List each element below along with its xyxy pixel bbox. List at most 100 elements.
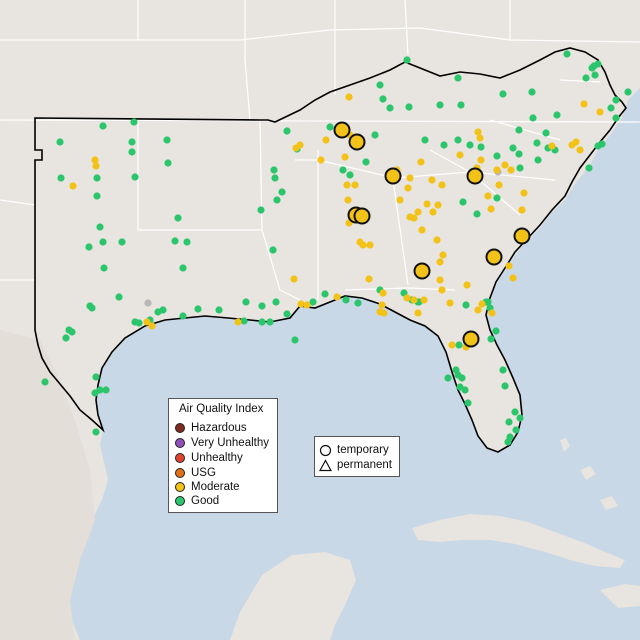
station-marker-moderate[interactable] bbox=[414, 309, 422, 317]
station-marker-good[interactable] bbox=[529, 114, 537, 122]
station-marker-moderate[interactable] bbox=[406, 174, 414, 182]
station-marker-moderate[interactable] bbox=[446, 299, 454, 307]
station-marker-good[interactable] bbox=[41, 378, 49, 386]
station-marker-good[interactable] bbox=[96, 223, 104, 231]
station-marker-moderate[interactable] bbox=[463, 281, 471, 289]
station-marker-good[interactable] bbox=[563, 50, 571, 58]
station-marker-good[interactable] bbox=[376, 81, 384, 89]
station-marker-moderate[interactable] bbox=[474, 306, 482, 314]
station-marker-good[interactable] bbox=[607, 104, 615, 112]
station-marker-moderate[interactable] bbox=[344, 196, 352, 204]
station-marker-moderate[interactable] bbox=[366, 241, 374, 249]
station-marker-good[interactable] bbox=[386, 104, 394, 112]
station-marker-moderate[interactable] bbox=[380, 309, 388, 317]
station-marker-good[interactable] bbox=[534, 156, 542, 164]
station-marker-good[interactable] bbox=[115, 293, 123, 301]
station-marker-moderate[interactable] bbox=[438, 286, 446, 294]
station-marker-good[interactable] bbox=[511, 408, 519, 416]
station-marker-good[interactable] bbox=[93, 174, 101, 182]
station-marker-good[interactable] bbox=[477, 143, 485, 151]
station-marker-good[interactable] bbox=[499, 366, 507, 374]
station-marker-good[interactable] bbox=[269, 246, 277, 254]
station-marker-moderate-large[interactable] bbox=[353, 207, 371, 225]
station-marker-good[interactable] bbox=[92, 428, 100, 436]
station-marker-moderate[interactable] bbox=[91, 156, 99, 164]
station-marker-good[interactable] bbox=[499, 90, 507, 98]
station-marker-moderate[interactable] bbox=[509, 274, 517, 282]
station-marker-moderate[interactable] bbox=[505, 262, 513, 270]
station-marker-no-data[interactable] bbox=[144, 299, 152, 307]
station-marker-good[interactable] bbox=[612, 96, 620, 104]
station-marker-moderate[interactable] bbox=[568, 141, 576, 149]
station-marker-good[interactable] bbox=[240, 317, 248, 325]
station-marker-moderate[interactable] bbox=[433, 236, 441, 244]
station-marker-good[interactable] bbox=[174, 214, 182, 222]
station-marker-good[interactable] bbox=[354, 299, 362, 307]
station-marker-moderate[interactable] bbox=[501, 161, 509, 169]
station-marker-moderate[interactable] bbox=[234, 318, 242, 326]
station-marker-moderate[interactable] bbox=[343, 181, 351, 189]
station-marker-moderate[interactable] bbox=[303, 301, 311, 309]
station-marker-moderate[interactable] bbox=[436, 258, 444, 266]
station-marker-good[interactable] bbox=[362, 158, 370, 166]
station-marker-good[interactable] bbox=[515, 150, 523, 158]
station-marker-good[interactable] bbox=[346, 171, 354, 179]
station-marker-good[interactable] bbox=[594, 60, 602, 68]
station-marker-good[interactable] bbox=[128, 148, 136, 156]
station-marker-good[interactable] bbox=[379, 95, 387, 103]
station-marker-good[interactable] bbox=[273, 196, 281, 204]
station-marker-good[interactable] bbox=[591, 71, 599, 79]
station-marker-good[interactable] bbox=[421, 136, 429, 144]
station-marker-good[interactable] bbox=[93, 192, 101, 200]
station-marker-moderate[interactable] bbox=[420, 296, 428, 304]
station-marker-moderate[interactable] bbox=[403, 294, 411, 302]
station-marker-moderate[interactable] bbox=[418, 226, 426, 234]
station-marker-moderate[interactable] bbox=[406, 213, 414, 221]
station-marker-moderate[interactable] bbox=[351, 181, 359, 189]
station-marker-moderate[interactable] bbox=[438, 181, 446, 189]
station-marker-moderate[interactable] bbox=[359, 241, 367, 249]
station-marker-good[interactable] bbox=[533, 139, 541, 147]
station-marker-moderate[interactable] bbox=[436, 276, 444, 284]
station-marker-moderate[interactable] bbox=[507, 166, 515, 174]
station-marker-moderate[interactable] bbox=[69, 182, 77, 190]
station-marker-good[interactable] bbox=[487, 335, 495, 343]
station-marker-good[interactable] bbox=[257, 206, 265, 214]
station-marker-good[interactable] bbox=[99, 238, 107, 246]
station-marker-good[interactable] bbox=[455, 341, 463, 349]
station-marker-good[interactable] bbox=[542, 129, 550, 137]
station-marker-good[interactable] bbox=[501, 382, 509, 390]
station-marker-good[interactable] bbox=[154, 308, 162, 316]
station-marker-good[interactable] bbox=[92, 373, 100, 381]
station-marker-good[interactable] bbox=[403, 56, 411, 64]
station-marker-moderate[interactable] bbox=[474, 128, 482, 136]
station-marker-good[interactable] bbox=[512, 426, 520, 434]
station-marker-moderate[interactable] bbox=[345, 93, 353, 101]
station-marker-moderate[interactable] bbox=[493, 166, 501, 174]
station-marker-good[interactable] bbox=[68, 328, 76, 336]
station-marker-good[interactable] bbox=[326, 123, 334, 131]
station-marker-moderate[interactable] bbox=[548, 142, 556, 150]
station-marker-good[interactable] bbox=[371, 131, 379, 139]
station-marker-good[interactable] bbox=[309, 298, 317, 306]
station-marker-good[interactable] bbox=[272, 298, 280, 306]
station-marker-moderate[interactable] bbox=[439, 251, 447, 259]
station-marker-good[interactable] bbox=[278, 188, 286, 196]
station-marker-good[interactable] bbox=[99, 122, 107, 130]
station-marker-moderate[interactable] bbox=[417, 158, 425, 166]
station-marker-good[interactable] bbox=[466, 141, 474, 149]
station-marker-good[interactable] bbox=[454, 74, 462, 82]
station-marker-good[interactable] bbox=[271, 174, 279, 182]
station-marker-good[interactable] bbox=[128, 138, 136, 146]
station-marker-moderate[interactable] bbox=[596, 108, 604, 116]
station-marker-good[interactable] bbox=[266, 318, 274, 326]
station-marker-good[interactable] bbox=[131, 318, 139, 326]
station-marker-good[interactable] bbox=[342, 296, 350, 304]
station-marker-good[interactable] bbox=[553, 111, 561, 119]
station-marker-moderate-large[interactable] bbox=[462, 330, 480, 348]
station-marker-good[interactable] bbox=[515, 126, 523, 134]
station-marker-good[interactable] bbox=[493, 152, 501, 160]
station-marker-moderate-large[interactable] bbox=[384, 167, 402, 185]
station-marker-moderate[interactable] bbox=[434, 201, 442, 209]
